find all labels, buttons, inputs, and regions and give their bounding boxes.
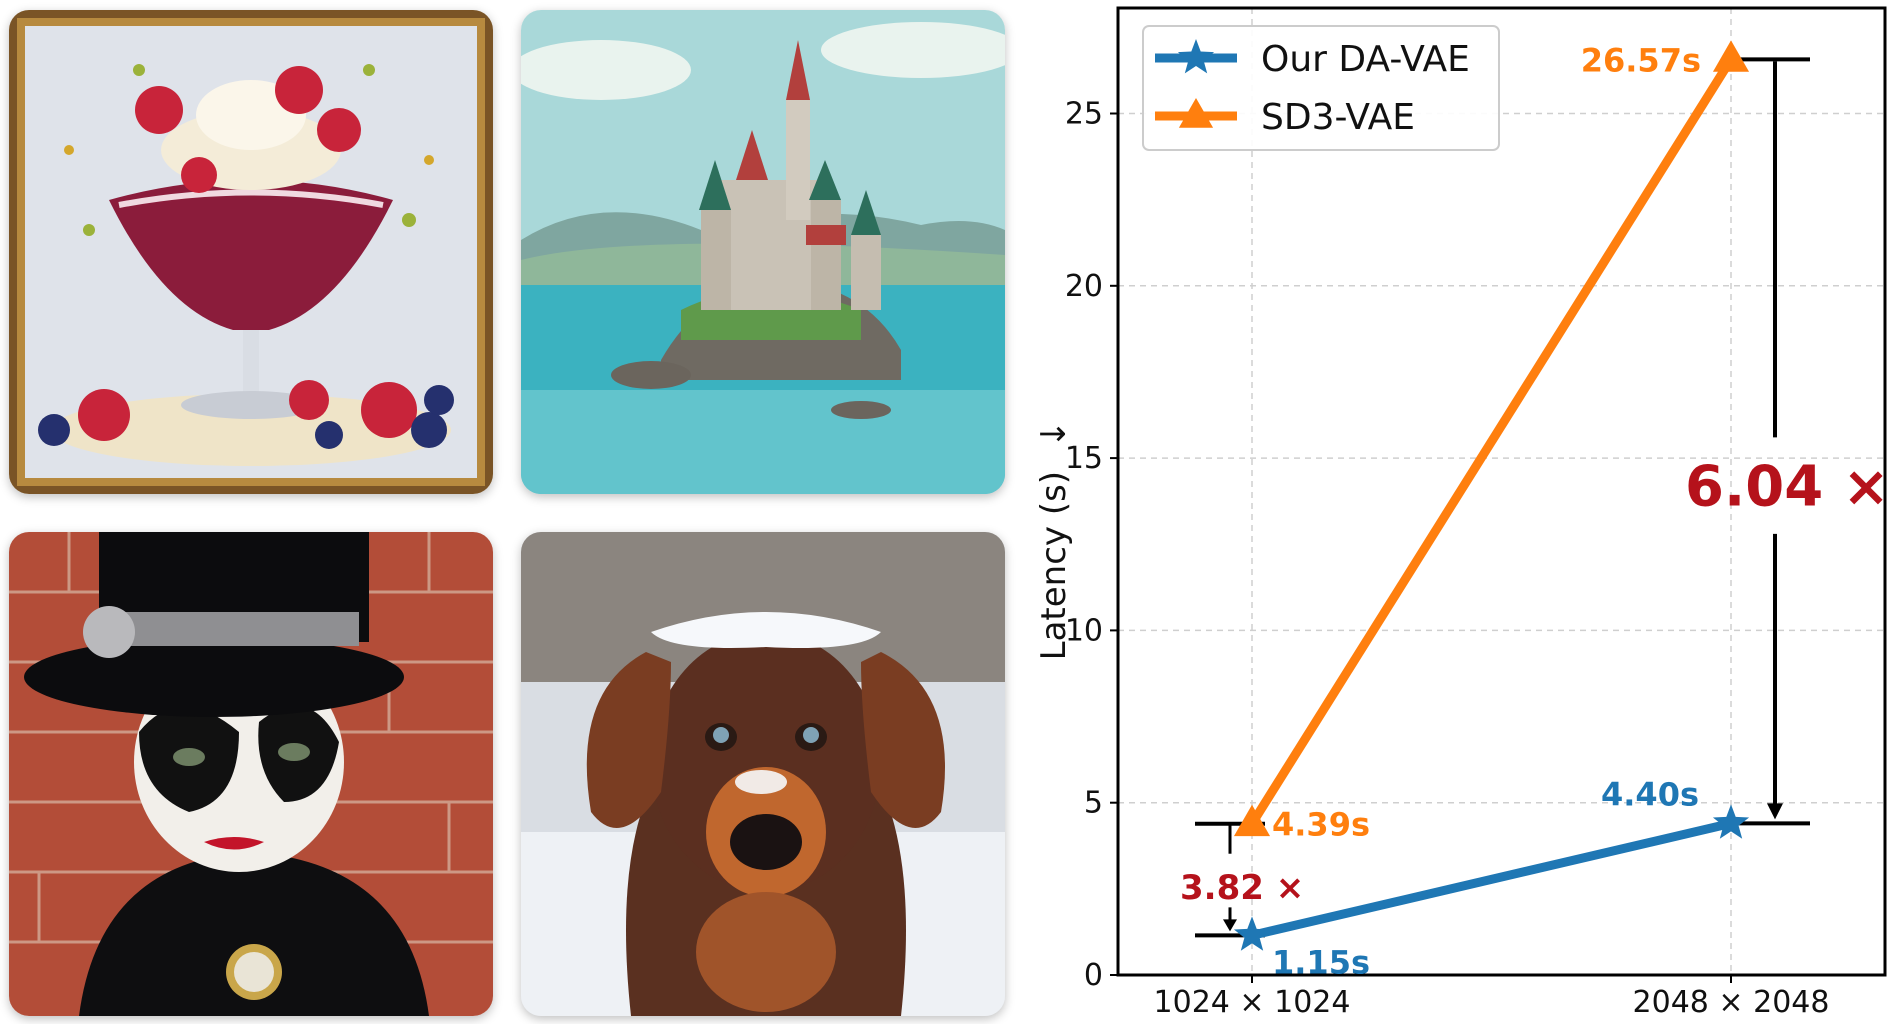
castle-image [521,10,1005,494]
legend-label: Our DA-VAE [1261,39,1470,80]
y-tick-label: 5 [1084,786,1103,821]
image-tile-masked-figure [9,532,493,1016]
image-tile-dessert [9,10,493,494]
speedup-annotation-2048: 6.04 × [1685,57,1890,826]
y-tick-label: 0 [1084,958,1103,993]
data-point-triangle [1233,804,1271,837]
chart-series: 1.15s 4.40s 4.39s 26.57s [1233,40,1750,981]
y-tick-label: 20 [1065,269,1103,304]
series-sd3-vae: 4.39s 26.57s [1233,40,1750,844]
y-tick-label: 10 [1065,613,1103,648]
data-point-star [1712,804,1750,839]
plot-frame [1116,6,1887,977]
annotation-arrowhead [1767,803,1783,820]
dessert-image [9,10,493,494]
legend-star-icon [1177,39,1215,74]
image-tile-dog [521,532,1005,1016]
y-tick-label: 25 [1065,97,1103,132]
legend-item-1: Our DA-VAE [1155,39,1470,80]
data-point-triangle [1712,40,1750,72]
data-label: 4.40s [1601,775,1699,813]
annotation-label: 3.82 × [1180,868,1304,908]
speedup-annotation-1024: 3.82 × [1180,821,1304,938]
series-our-da-vae: 1.15s 4.40s [1233,775,1750,981]
data-point-star [1233,916,1271,951]
legend-label: SD3-VAE [1261,97,1415,138]
y-axis-label: Latency (s) ↓ [1034,420,1074,661]
annotation-arrowhead [1223,919,1237,932]
data-label: 1.15s [1272,943,1370,981]
x-axis-ticks: 1024 × 1024 2048 × 2048 [1154,975,1830,1020]
data-label: 4.39s [1272,806,1370,844]
data-label: 26.57s [1581,41,1701,79]
legend-item-2: SD3-VAE [1155,97,1415,138]
series-line [1250,818,1733,940]
x-tick-label: 2048 × 2048 [1633,985,1830,1020]
legend-triangle-icon [1178,98,1214,128]
chart-legend: Our DA-VAE SD3-VAE [1142,25,1500,151]
y-tick-label: 15 [1065,441,1103,476]
y-axis-ticks: 0 5 10 15 20 25 [1065,97,1118,993]
x-tick-label: 1024 × 1024 [1154,985,1351,1020]
dog-image [521,532,1005,1016]
annotation-label: 6.04 × [1685,455,1890,520]
masked-figure-image [9,532,493,1016]
image-tile-castle [521,10,1005,494]
latency-chart: 0 5 10 15 20 25 1024 × 1024 2048 × 2048 Latenc… [1034,6,1890,1020]
series-line [1248,57,1735,827]
speedup-annotations: 3.82 × 6.04 × [1180,57,1890,938]
